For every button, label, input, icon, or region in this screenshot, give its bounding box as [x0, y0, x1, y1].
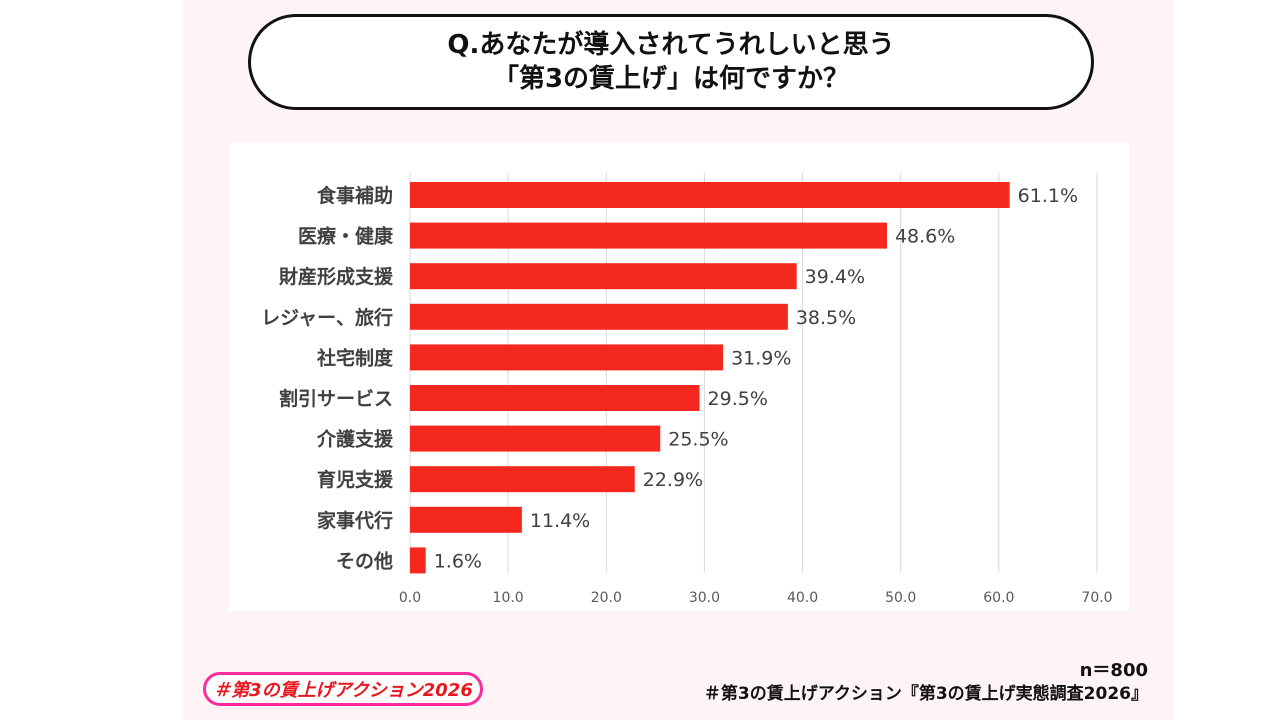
bar-2 [410, 263, 797, 290]
category-label: 財産形成支援 [279, 265, 394, 288]
question-title-line-1: Q.あなたが導入されてうれしいと思う [447, 30, 895, 60]
bar-1 [410, 222, 887, 249]
value-label: 61.1% [1018, 185, 1078, 207]
x-tick-label: 40.0 [787, 590, 818, 606]
x-tick-label: 0.0 [399, 590, 421, 606]
bar-0 [410, 182, 1010, 208]
category-label: 家事代行 [317, 509, 393, 532]
question-title-line-2: 「第3の賃上げ」は何ですか？ [492, 64, 850, 94]
x-tick-label: 10.0 [493, 590, 524, 606]
survey-source-label: ＃第3の賃上げアクション『第3の賃上げ実態調査2026』 [703, 684, 1148, 704]
value-label: 25.5% [668, 429, 728, 451]
value-label: 29.5% [708, 388, 768, 410]
category-label: 医療・健康 [298, 225, 394, 248]
sample-size-label: n＝800 [1079, 660, 1148, 681]
value-label: 39.4% [805, 266, 865, 288]
category-label: 育児支援 [317, 468, 394, 491]
x-tick-label: 50.0 [885, 590, 916, 606]
value-label: 11.4% [530, 510, 590, 532]
x-tick-label: 70.0 [1081, 590, 1112, 606]
value-label: 48.6% [895, 226, 955, 248]
bar-9 [410, 547, 426, 574]
value-label: 38.5% [796, 307, 856, 329]
campaign-badge: ＃第3の賃上げアクション2026 [203, 672, 483, 706]
category-label: レジャー、旅行 [261, 306, 393, 329]
value-label: 22.9% [643, 469, 703, 491]
x-tick-label: 30.0 [689, 590, 720, 606]
bar-7 [410, 466, 635, 493]
bar-chart: 0.0 10.0 20.0 30.0 40.0 50.0 60.0 70.0 食事補助 61.1%… [261, 173, 1113, 606]
category-label: その他 [336, 549, 393, 572]
bar-8 [410, 506, 522, 533]
value-label: 1.6% [434, 550, 482, 572]
bar-4 [410, 344, 724, 371]
question-title-box: Q.あなたが導入されてうれしいと思う 「第3の賃上げ」は何ですか？ [248, 14, 1094, 110]
bar-5 [410, 385, 700, 411]
campaign-badge-text: ＃第3の賃上げアクション2026 [213, 680, 473, 701]
value-label: 31.9% [731, 347, 791, 369]
category-label: 介護支援 [316, 428, 394, 451]
category-label: 食事補助 [317, 184, 393, 207]
bar-6 [410, 425, 661, 452]
x-tick-label: 20.0 [591, 590, 622, 606]
x-tick-label: 60.0 [983, 590, 1014, 606]
category-label: 割引サービス [279, 387, 393, 410]
bar-3 [410, 303, 788, 330]
footer-source: n＝800 ＃第3の賃上げアクション『第3の賃上げ実態調査2026』 [704, 660, 1148, 706]
category-label: 社宅制度 [316, 346, 394, 369]
chart-area: 0.0 10.0 20.0 30.0 40.0 50.0 60.0 70.0 食事補助 61.1%… [229, 143, 1129, 611]
